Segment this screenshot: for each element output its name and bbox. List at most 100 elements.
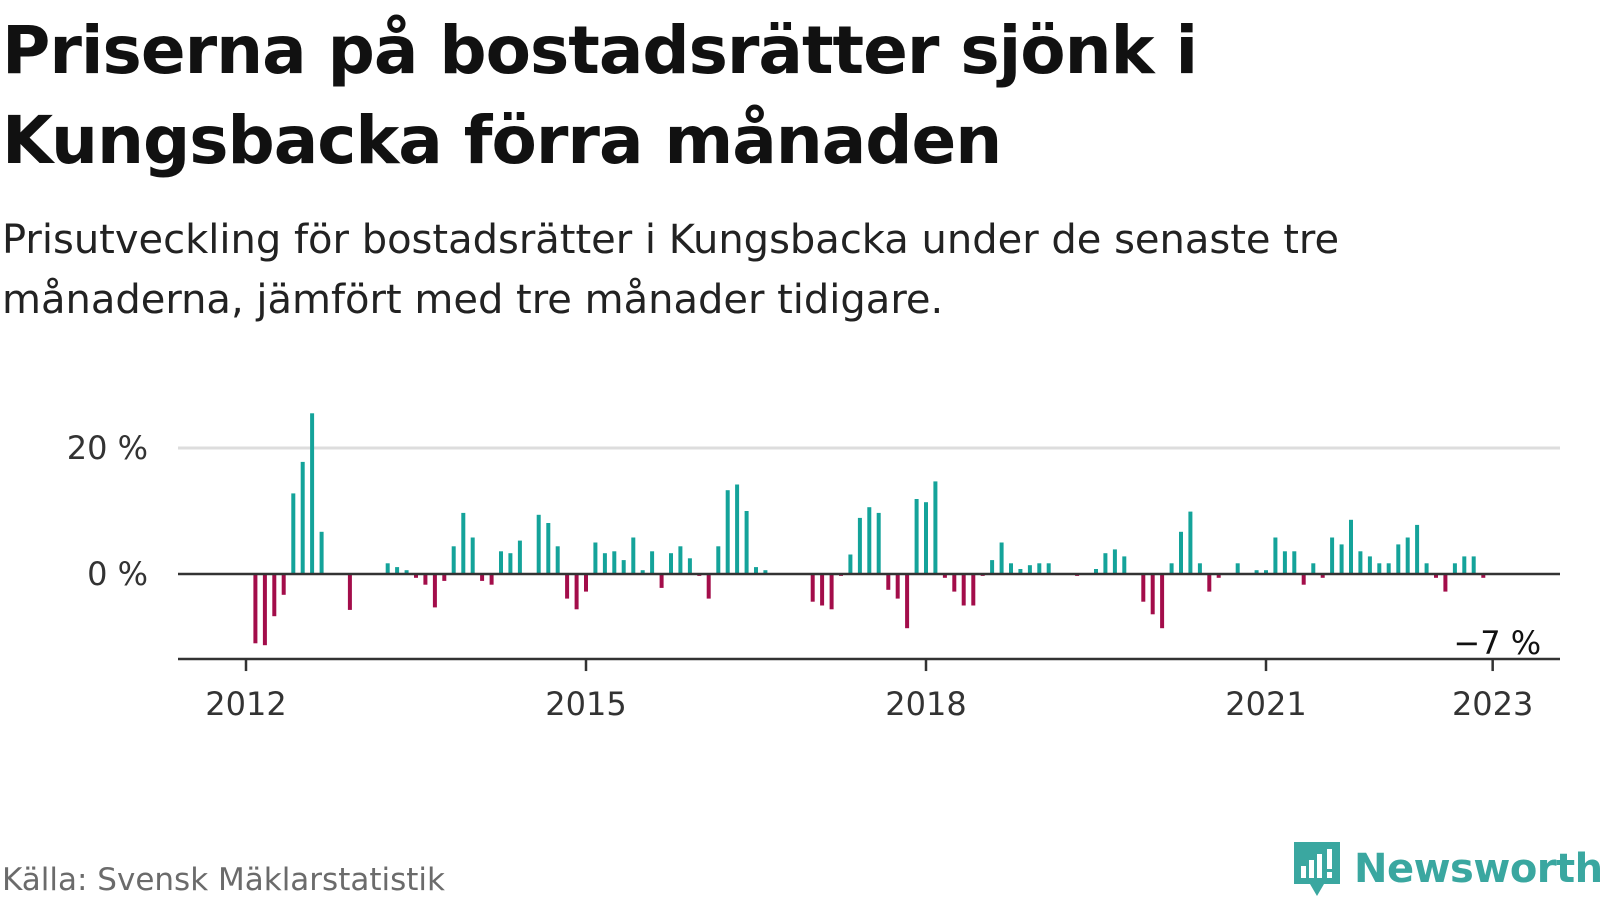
y-tick-label: 20 %: [67, 429, 148, 467]
chart-subtitle: Prisutveckling för bostadsrätter i Kungs…: [2, 217, 1340, 323]
bar-chart: 0 % 20 % 2012 2015 2018 2021 2023 −7 %: [67, 413, 1560, 720]
newsworthy-logo-icon: [1294, 842, 1340, 896]
bar: [1311, 563, 1316, 574]
bar: [857, 517, 862, 574]
bar: [1358, 551, 1363, 574]
bar: [612, 551, 617, 574]
bar: [924, 502, 928, 574]
bar: [895, 574, 900, 599]
bar: [990, 560, 995, 574]
bar: [1150, 574, 1155, 615]
bar: [565, 574, 570, 599]
bar: [1207, 574, 1212, 592]
bar: [886, 574, 891, 590]
bar: [1009, 563, 1013, 574]
bar: [555, 546, 560, 574]
bar: [423, 574, 428, 585]
source-note: Källa: Svensk Mäklarstatistik: [2, 862, 445, 898]
bar: [347, 574, 352, 610]
bar: [1018, 569, 1023, 574]
bar: [253, 574, 258, 644]
bar: [914, 499, 919, 574]
bar: [716, 546, 721, 574]
bar: [319, 531, 324, 574]
bar: [517, 540, 522, 574]
bar: [1462, 556, 1467, 574]
bar: [395, 567, 400, 574]
bar: [1141, 574, 1146, 602]
x-ticks: 2012 2015 2018 2021 2023: [205, 659, 1533, 720]
bar: [1443, 574, 1448, 592]
bar: [546, 523, 551, 574]
bar: [848, 554, 853, 574]
bar: [470, 537, 475, 574]
bar: [1386, 563, 1391, 574]
bar: [1169, 563, 1174, 574]
bar: [1452, 563, 1457, 574]
bar: [876, 512, 881, 574]
bar: [442, 574, 447, 581]
bar: [763, 570, 768, 574]
annotation-label: −7 %: [1453, 624, 1541, 662]
bar: [1112, 549, 1117, 574]
bar: [999, 542, 1004, 574]
bar: [385, 563, 390, 574]
bar: [905, 574, 910, 629]
x-tick-label: 2023: [1452, 685, 1533, 720]
bar: [262, 574, 267, 646]
bar: [1046, 563, 1051, 574]
bar: [867, 507, 872, 574]
bar: [754, 567, 758, 574]
bar: [1339, 544, 1344, 574]
x-tick-label: 2021: [1225, 685, 1306, 720]
bar: [310, 413, 315, 574]
bar: [281, 574, 286, 595]
bar: [1471, 556, 1476, 574]
bar: [1188, 511, 1193, 574]
y-tick-labels: 0 % 20 %: [67, 429, 148, 593]
bar: [829, 574, 834, 610]
bar: [1160, 574, 1165, 629]
bar: [1349, 519, 1353, 574]
bar: [1254, 570, 1259, 574]
bar: [1405, 537, 1410, 574]
bar: [933, 481, 938, 574]
bar: [300, 461, 305, 574]
bar: [971, 574, 976, 606]
bar: [820, 574, 825, 606]
brand-name: Newsworthy: [1354, 846, 1600, 892]
bar: [593, 542, 598, 574]
bar: [1197, 563, 1202, 574]
bar: [687, 558, 692, 575]
bar: [659, 574, 664, 588]
bar: [432, 574, 437, 608]
bar: [1424, 563, 1429, 574]
bar: [1415, 524, 1420, 574]
bar: [1367, 556, 1372, 574]
bar: [669, 553, 673, 574]
bar: [489, 574, 494, 585]
bar: [735, 484, 740, 574]
bar: [744, 511, 749, 574]
bar: [480, 574, 485, 581]
bar: [1396, 544, 1401, 574]
bar: [706, 574, 711, 599]
bar: [952, 574, 957, 592]
annotation: −7 %: [1450, 621, 1544, 665]
chart-title: Priserna på bostadsrätter sjönk i Kungsb…: [2, 12, 1198, 179]
bar: [1292, 551, 1297, 574]
bar: [414, 574, 418, 578]
bar: [678, 546, 683, 574]
bar: [499, 551, 503, 574]
bar: [1434, 574, 1438, 578]
bar: [942, 574, 947, 578]
x-tick-label: 2015: [545, 685, 626, 720]
bar: [536, 514, 541, 574]
bar: [1027, 565, 1032, 574]
brand-logo: Newsworthy: [1292, 840, 1600, 898]
bar: [291, 493, 296, 574]
bar: [1481, 574, 1486, 578]
bar: [961, 574, 966, 606]
bar: [451, 546, 456, 574]
bars: [253, 413, 1486, 646]
